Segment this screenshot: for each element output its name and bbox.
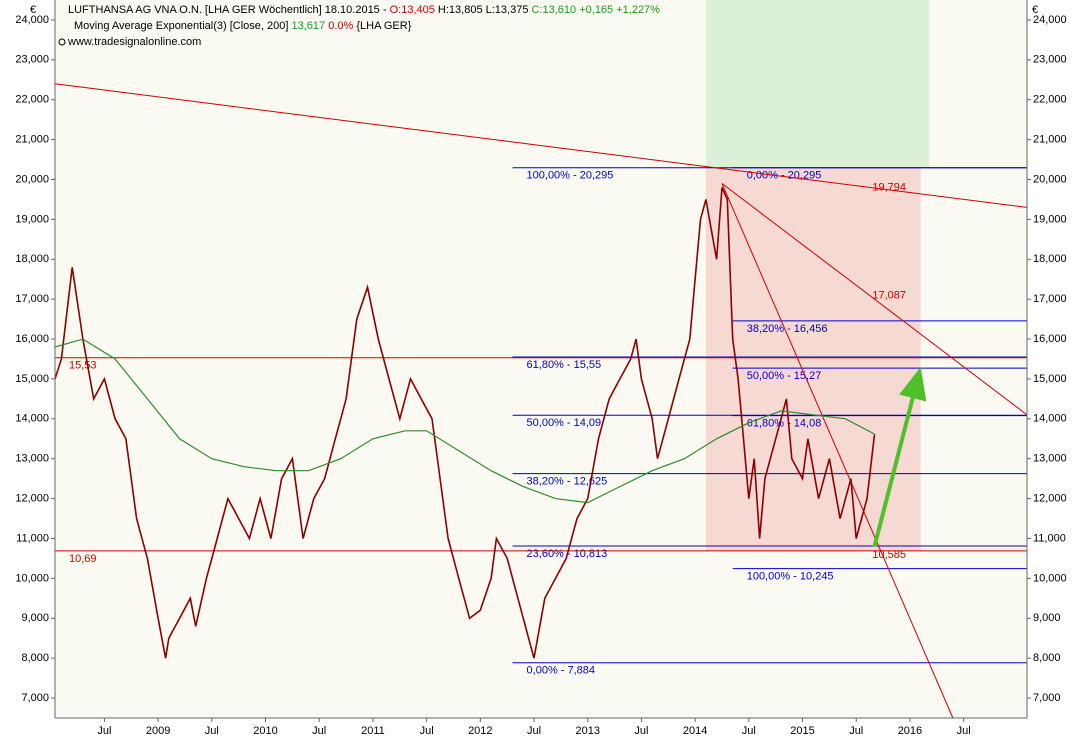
y-tick-label: 23,000	[15, 54, 49, 66]
arrow-head	[899, 366, 927, 402]
level-label: 15,53	[69, 360, 97, 372]
y-tick-label: 19,000	[1033, 213, 1067, 225]
annotation: 17,087	[872, 290, 906, 302]
y-tick-label: 15,000	[15, 373, 49, 385]
x-tick-label: 2016	[898, 725, 922, 737]
y-tick-label: 18,000	[1033, 253, 1067, 265]
x-tick-label: 2014	[683, 725, 707, 737]
trendline	[54, 83, 1028, 208]
annotation: 10,585	[872, 549, 906, 561]
trendline	[721, 183, 1028, 416]
x-tick-label: Jul	[97, 725, 111, 737]
trendline	[721, 183, 954, 719]
currency-left: €	[30, 4, 36, 16]
y-tick-label: 7,000	[1033, 692, 1061, 704]
y-tick-label: 9,000	[21, 612, 49, 624]
x-tick-label: Jul	[205, 725, 219, 737]
level-label: 38,20% - 16,456	[747, 323, 828, 335]
y-tick-label: 10,000	[15, 572, 49, 584]
y-tick-label: 10,000	[1033, 572, 1067, 584]
source-icon	[58, 38, 66, 46]
y-tick-label: 17,000	[1033, 293, 1067, 305]
x-tick-label: Jul	[957, 725, 971, 737]
y-tick-label: 13,000	[1033, 453, 1067, 465]
x-tick-label: 2009	[146, 725, 170, 737]
y-tick-label: 11,000	[16, 532, 49, 544]
header-line-1: LUFTHANSA AG VNA O.N. [LHA GER Wöchentli…	[68, 4, 660, 16]
level-label: 61,80% - 15,55	[527, 359, 602, 371]
header-close: C:13,610 +0,165 +1,227%	[532, 4, 661, 16]
currency-right: €	[1032, 4, 1038, 16]
y-tick-label: 11,000	[1033, 532, 1066, 544]
header-line-2: Moving Average Exponential(3) [Close, 20…	[74, 20, 412, 32]
y-tick-label: 24,000	[1033, 14, 1067, 26]
y-tick-label: 23,000	[1033, 54, 1067, 66]
y-tick-label: 19,000	[15, 213, 49, 225]
level-label: 50,00% - 15,27	[747, 370, 822, 382]
level-label: 50,00% - 14,09	[527, 417, 602, 429]
x-tick-label: 2013	[575, 725, 599, 737]
y-tick-label: 20,000	[15, 173, 49, 185]
level-label: 38,20% - 12,625	[527, 476, 608, 488]
series-line	[54, 338, 875, 504]
x-tick-label: 2012	[468, 725, 492, 737]
level-label: 10,69	[69, 553, 97, 565]
x-tick-label: 2015	[790, 725, 814, 737]
y-tick-label: 22,000	[1033, 94, 1067, 106]
plot-layer: 100,00% - 20,295 61,80% - 15,55 50,00% - 1…	[54, 0, 1028, 719]
y-tick-label: 7,000	[21, 692, 49, 704]
zone	[705, 167, 921, 551]
x-tick-label: Jul	[312, 725, 326, 737]
y-tick-label: 12,000	[1033, 493, 1067, 505]
indicator-symbol: {LHA GER}	[356, 20, 411, 32]
y-tick-label: 22,000	[15, 94, 49, 106]
header-high-low: H:13,805 L:13,375	[438, 4, 529, 16]
header-title: LUFTHANSA AG VNA O.N. [LHA GER Wöchentli…	[68, 4, 387, 16]
y-tick-label: 16,000	[1033, 333, 1067, 345]
level-label: 0,00% - 7,884	[527, 665, 596, 677]
y-tick-label: 14,000	[1033, 413, 1067, 425]
header-open: O:13,405	[390, 4, 435, 16]
series-line	[54, 187, 876, 659]
x-tick-label: 2010	[253, 725, 277, 737]
y-tick-label: 15,000	[1033, 373, 1067, 385]
y-tick-label: 12,000	[15, 493, 49, 505]
y-tick-label: 16,000	[15, 333, 49, 345]
y-tick-label: 8,000	[1033, 652, 1061, 664]
level-label: 100,00% - 10,245	[747, 571, 834, 583]
x-tick-label: Jul	[634, 725, 648, 737]
x-tick-label: Jul	[849, 725, 863, 737]
y-tick-label: 17,000	[15, 293, 49, 305]
level-label: 100,00% - 20,295	[527, 170, 614, 182]
indicator-value: 13,617	[292, 20, 326, 32]
indicator-name: Moving Average Exponential(3) [Close, 20…	[74, 20, 288, 32]
y-tick-label: 20,000	[1033, 173, 1067, 185]
x-tick-label: Jul	[420, 725, 434, 737]
arrow-shaft	[872, 397, 915, 547]
y-tick-label: 13,000	[15, 453, 49, 465]
y-tick-label: 24,000	[15, 14, 49, 26]
y-tick-label: 9,000	[1033, 612, 1061, 624]
annotation: 19,794	[872, 182, 906, 194]
x-tick-label: Jul	[527, 725, 541, 737]
y-tick-label: 21,000	[15, 134, 49, 146]
indicator-change: 0.0%	[328, 20, 353, 32]
x-tick-label: Jul	[742, 725, 756, 737]
y-tick-label: 18,000	[15, 253, 49, 265]
x-tick-label: 2011	[361, 725, 385, 737]
level-label: 61,80% - 14,08	[747, 418, 822, 430]
y-tick-label: 8,000	[21, 652, 49, 664]
y-tick-label: 14,000	[15, 413, 49, 425]
zone	[705, 0, 930, 168]
y-tick-label: 21,000	[1033, 134, 1067, 146]
source: www.tradesignalonline.com	[67, 36, 201, 48]
